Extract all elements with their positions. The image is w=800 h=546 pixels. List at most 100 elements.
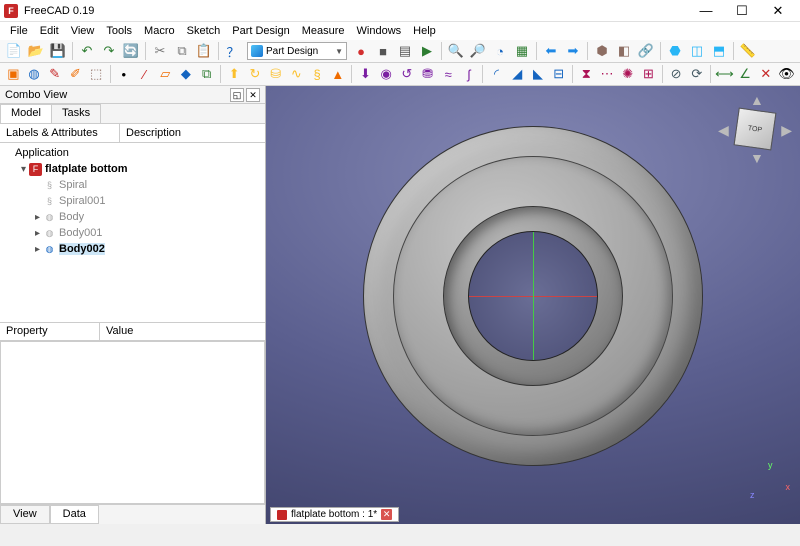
workbench-selector[interactable]: Part Design▼	[247, 42, 347, 60]
sketch-icon[interactable]: ✎	[45, 64, 64, 84]
new-icon[interactable]: 📄	[4, 41, 24, 61]
clone-icon[interactable]: ⧉	[197, 64, 216, 84]
expand-icon[interactable]: ▸	[32, 228, 43, 239]
tree-item-spiral001[interactable]: §Spiral001	[4, 193, 261, 209]
navcube-arrow-right-icon[interactable]: ▶	[781, 122, 792, 139]
menu-file[interactable]: File	[4, 25, 34, 37]
linear-pattern-icon[interactable]: ⋯	[598, 64, 617, 84]
expand-icon[interactable]: ▸	[32, 212, 43, 223]
redo-icon[interactable]: ↷	[99, 41, 119, 61]
groove-icon[interactable]: ↺	[397, 64, 416, 84]
navcube-face[interactable]: TOP	[734, 108, 777, 151]
polar-pattern-icon[interactable]: ✺	[618, 64, 637, 84]
nav-forward-icon[interactable]: ➡	[563, 41, 583, 61]
whatsthis-icon[interactable]: ？	[223, 41, 243, 61]
fillet-icon[interactable]: ◜	[487, 64, 506, 84]
minimize-button[interactable]: —	[688, 0, 724, 22]
sub-sweep-icon[interactable]: ≈	[439, 64, 458, 84]
menu-macro[interactable]: Macro	[138, 25, 181, 37]
menu-part-design[interactable]: Part Design	[226, 25, 295, 37]
pad2-icon[interactable]: ▲	[328, 64, 347, 84]
revolution-icon[interactable]: ↻	[246, 64, 265, 84]
datum-point-icon[interactable]: •	[114, 64, 133, 84]
document-tab[interactable]: flatplate bottom : 1* ✕	[270, 507, 399, 522]
document-tab-close-icon[interactable]: ✕	[381, 509, 392, 520]
view-top-icon[interactable]: ⬒	[709, 41, 729, 61]
boolean-icon[interactable]: ⊘	[667, 64, 686, 84]
combo-undock-icon[interactable]: ◱	[230, 88, 244, 102]
measure-clear-icon[interactable]: ✕	[756, 64, 775, 84]
menu-edit[interactable]: Edit	[34, 25, 65, 37]
front-icon[interactable]: ◧	[614, 41, 634, 61]
property-tab-view[interactable]: View	[0, 505, 50, 524]
part-box-icon[interactable]: ▣	[4, 64, 23, 84]
navcube-arrow-down-icon[interactable]: ▼	[750, 150, 764, 166]
macros-icon[interactable]: ▤	[395, 41, 415, 61]
undo-icon[interactable]: ↶	[77, 41, 97, 61]
link-icon[interactable]: 🔗	[636, 41, 656, 61]
shapebinder-icon[interactable]: ◆	[177, 64, 196, 84]
measure-linear-icon[interactable]: ⟷	[715, 64, 734, 84]
paste-icon[interactable]: 📋	[194, 41, 214, 61]
measure-angular-icon[interactable]: ∠	[736, 64, 755, 84]
maximize-button[interactable]: ☐	[724, 0, 760, 22]
hole-icon[interactable]: ◉	[377, 64, 396, 84]
datum-line-icon[interactable]: ∕	[135, 64, 154, 84]
execute-macro-icon[interactable]: ▶	[417, 41, 437, 61]
view-front-icon[interactable]: ◫	[687, 41, 707, 61]
record-macro-icon[interactable]: ●	[351, 41, 371, 61]
menu-help[interactable]: Help	[407, 25, 442, 37]
sub-helix-icon[interactable]: ʃ	[460, 64, 479, 84]
combo-close-icon[interactable]: ✕	[246, 88, 260, 102]
bounding-box-icon[interactable]: ▦	[512, 41, 532, 61]
menu-windows[interactable]: Windows	[351, 25, 408, 37]
save-icon[interactable]: 💾	[48, 41, 68, 61]
nav-back-icon[interactable]: ⬅	[541, 41, 561, 61]
close-button[interactable]: ✕	[760, 0, 796, 22]
measure-icon[interactable]: 📏	[738, 41, 758, 61]
open-icon[interactable]: 📂	[26, 41, 46, 61]
datum-plane-icon[interactable]: ▱	[156, 64, 175, 84]
multi-transform-icon[interactable]: ⊞	[639, 64, 658, 84]
menu-view[interactable]: View	[65, 25, 101, 37]
tree-item-flatplate-bottom[interactable]: ▾Fflatplate bottom	[4, 161, 261, 177]
stop-macro-icon[interactable]: ■	[373, 41, 393, 61]
navcube-arrow-up-icon[interactable]: ▲	[750, 92, 764, 108]
pad-icon[interactable]: ⬆	[225, 64, 244, 84]
expand-icon[interactable]: ▾	[18, 164, 29, 175]
chamfer-icon[interactable]: ◢	[508, 64, 527, 84]
combo-tab-tasks[interactable]: Tasks	[51, 104, 101, 123]
sweep-icon[interactable]: ∿	[287, 64, 306, 84]
pocket-icon[interactable]: ⬇	[356, 64, 375, 84]
property-tab-data[interactable]: Data	[50, 505, 99, 524]
tree-item-body[interactable]: ▸◍Body	[4, 209, 261, 225]
refresh-icon[interactable]: 🔄	[121, 41, 141, 61]
menu-sketch[interactable]: Sketch	[181, 25, 227, 37]
tree-item-body001[interactable]: ▸◍Body001	[4, 225, 261, 241]
thickness-icon[interactable]: ⊟	[549, 64, 568, 84]
expand-icon[interactable]: ▸	[32, 244, 43, 255]
map-sketch-icon[interactable]: ⬚	[87, 64, 106, 84]
migrate-icon[interactable]: ⟳	[687, 64, 706, 84]
tree-item-application[interactable]: Application	[4, 145, 261, 161]
draw-style-icon[interactable]: ◔	[490, 41, 510, 61]
fit-all-icon[interactable]: 🔍	[446, 41, 466, 61]
model-tree[interactable]: Application▾Fflatplate bottom§Spiral§Spi…	[0, 143, 265, 323]
property-grid[interactable]	[0, 341, 265, 504]
menu-measure[interactable]: Measure	[296, 25, 351, 37]
body-icon[interactable]: ◍	[25, 64, 44, 84]
view-iso-icon[interactable]: ⬣	[665, 41, 685, 61]
navigation-cube[interactable]: ▲ ◀ ▶ ▼ TOP	[720, 94, 790, 164]
loft-icon[interactable]: ⛁	[266, 64, 285, 84]
mirror-icon[interactable]: ⧗	[577, 64, 596, 84]
tree-item-spiral[interactable]: §Spiral	[4, 177, 261, 193]
fit-selection-icon[interactable]: 🔎	[468, 41, 488, 61]
menu-tools[interactable]: Tools	[100, 25, 138, 37]
3d-viewport[interactable]: ▲ ◀ ▶ ▼ TOP y x z flatplate bottom : 1* …	[266, 86, 800, 524]
draft-icon[interactable]: ◣	[529, 64, 548, 84]
edit-sketch-icon[interactable]: ✐	[66, 64, 85, 84]
sub-loft-icon[interactable]: ⛃	[418, 64, 437, 84]
navcube-arrow-left-icon[interactable]: ◀	[718, 122, 729, 139]
combo-tab-model[interactable]: Model	[0, 104, 52, 123]
measure-toggle-icon[interactable]: 👁	[777, 64, 796, 84]
